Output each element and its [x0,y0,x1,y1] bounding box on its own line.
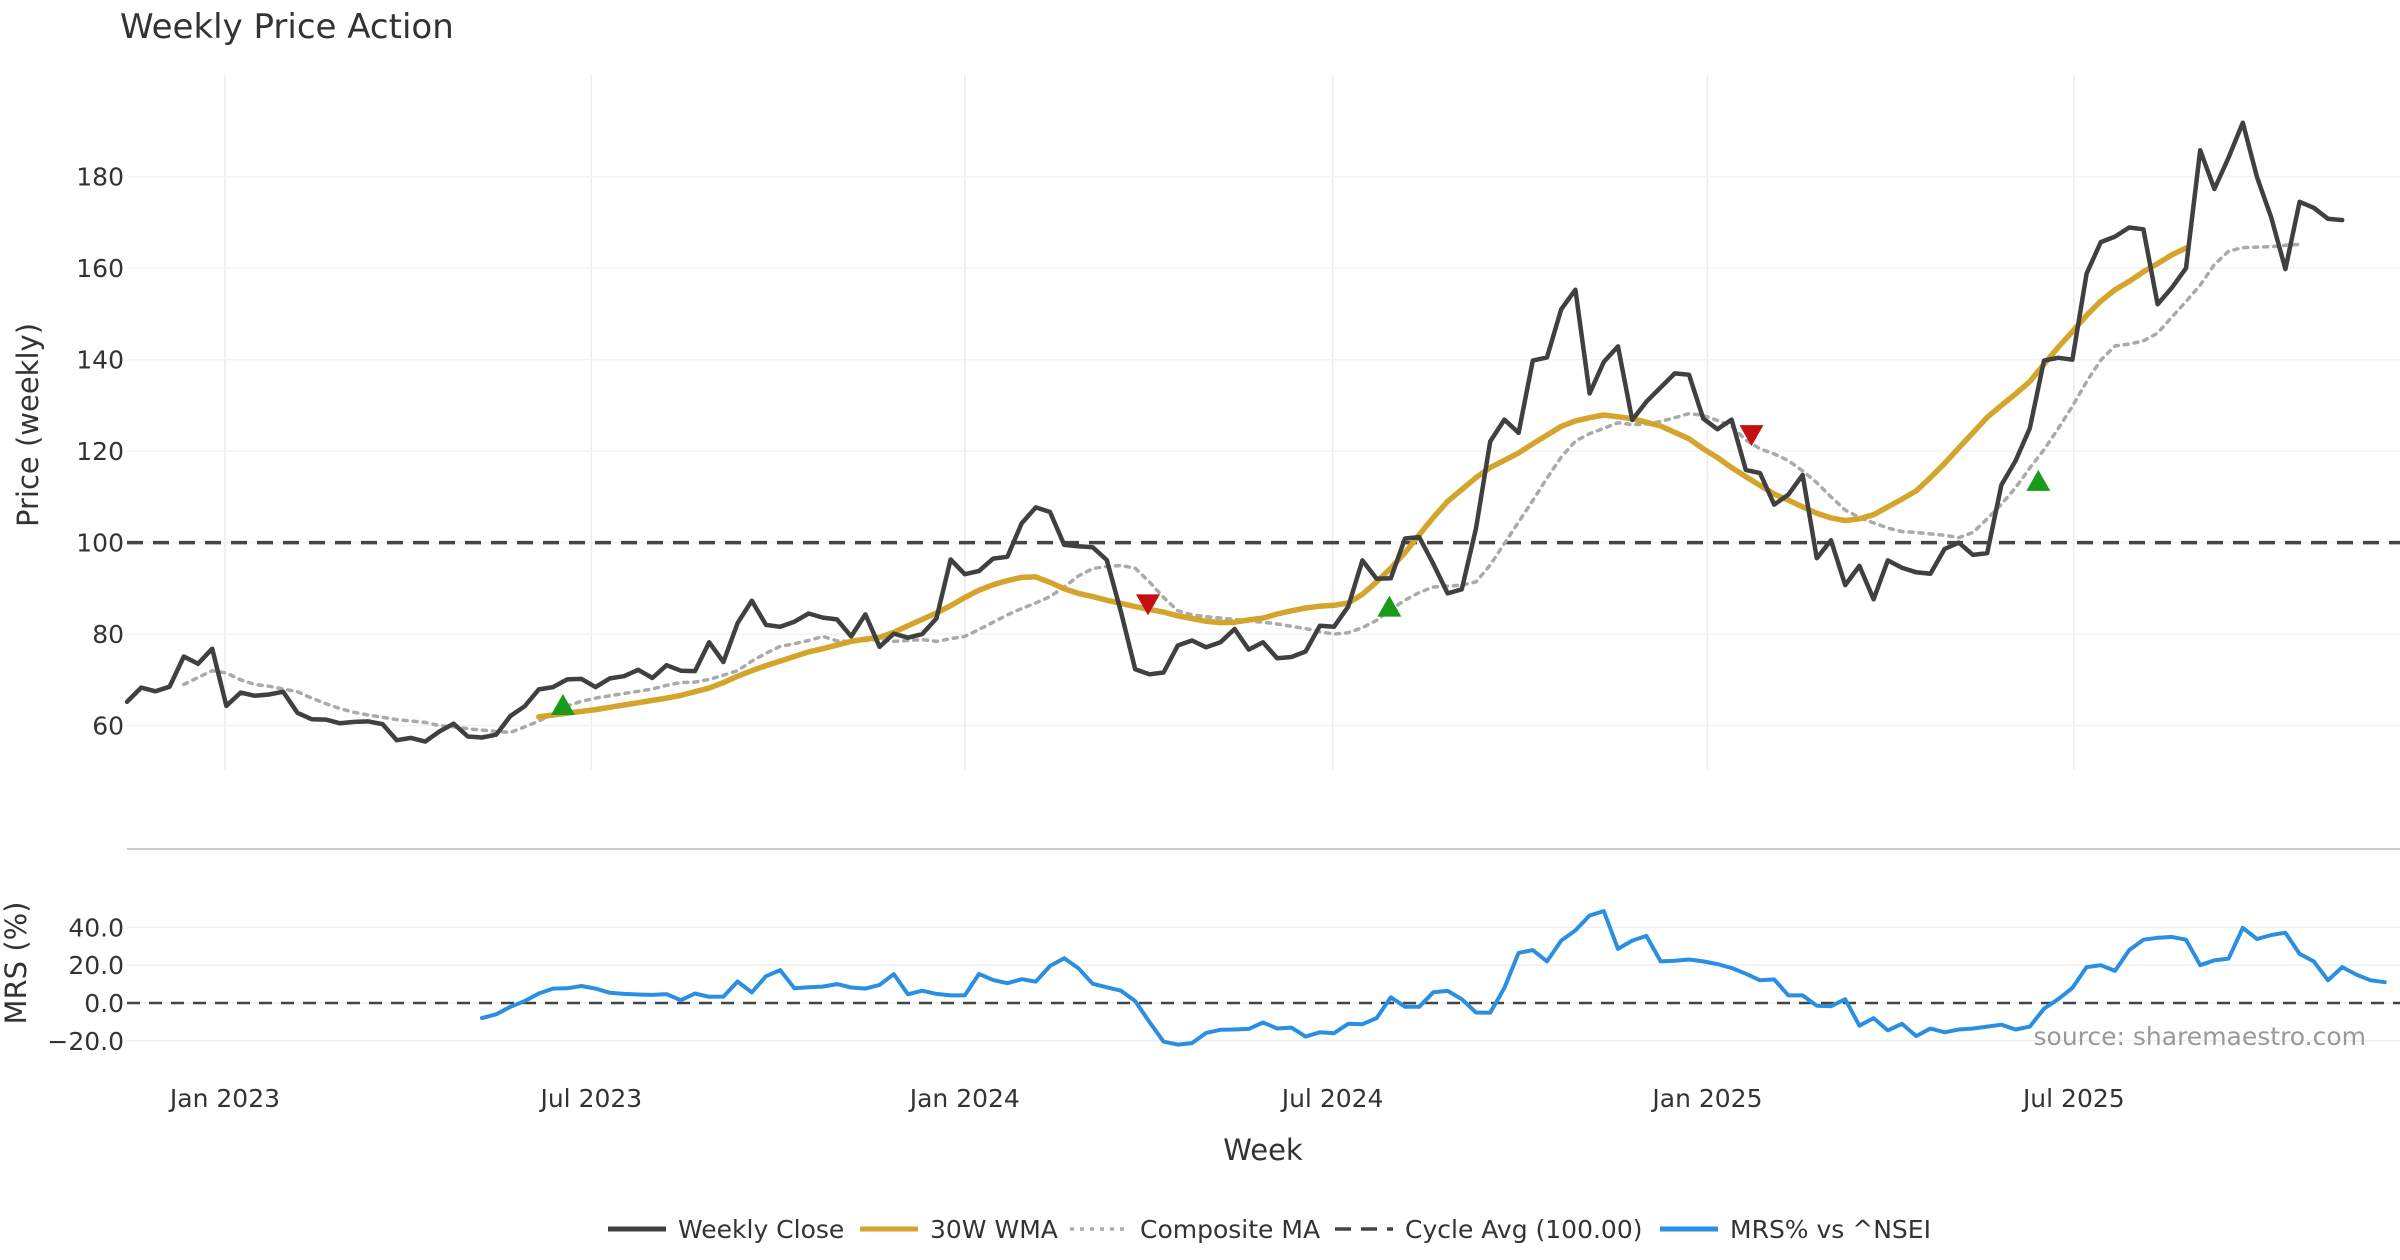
mrs-y-axis-label: MRS (%) [0,902,33,1025]
legend-label-3: Cycle Avg (100.00) [1405,1215,1643,1244]
price-ytick-120: 120 [76,437,124,466]
legend-entry-1: 30W WMA [860,1215,1058,1244]
chart-title: Weekly Price Action [120,7,454,47]
x-tick-1: Jul 2023 [538,1084,642,1113]
composite-ma-line [182,242,2302,735]
price-ytick-180: 180 [76,163,124,192]
price-gridlines [127,75,2400,770]
x-tick-4: Jan 2025 [1650,1084,1762,1113]
mrs-ytick-0: −20.0 [47,1027,124,1056]
price-y-tick-labels: 60 80 100 120 140 160 180 [76,163,124,741]
buy-signal-marker-4 [2026,469,2051,491]
legend-label-4: MRS% vs ^NSEI [1730,1215,1931,1244]
price-series-group [124,120,2400,744]
buy-signal-marker-2 [1377,595,1402,617]
price-ytick-80: 80 [92,620,124,649]
mrs-ytick-2: 20.0 [68,951,124,980]
x-tick-3: Jul 2024 [1280,1084,1384,1113]
legend-label-0: Weekly Close [678,1215,844,1244]
x-tick-5: Jul 2025 [2021,1084,2125,1113]
x-tick-0: Jan 2023 [168,1084,280,1113]
legend-entry-4: MRS% vs ^NSEI [1660,1215,1931,1244]
legend-entry-2: Composite MA [1070,1215,1320,1244]
price-ytick-140: 140 [76,346,124,375]
x-tick-labels: Jan 2023 Jul 2023 Jan 2024 Jul 2024 Jan 2025… [168,1084,2125,1113]
mrs-ytick-1: 0.0 [84,989,124,1018]
source-annotation: source: sharemaestro.com [2034,1022,2367,1051]
legend-entry-0: Weekly Close [608,1215,844,1244]
buy-signal-marker-0 [550,693,575,715]
weekly-close-line [124,120,2345,744]
price-ytick-160: 160 [76,254,124,283]
mrs-y-tick-labels: −20.0 0.0 20.0 40.0 [47,913,124,1055]
sell-signal-marker-1 [1135,594,1160,616]
x-tick-2: Jan 2024 [908,1084,1020,1113]
price-ytick-60: 60 [92,712,124,741]
wma-30w-line [536,245,2189,720]
sell-signal-marker-3 [1739,425,1764,447]
price-ytick-100: 100 [76,529,124,558]
legend-label-1: 30W WMA [930,1215,1058,1244]
mrs-ytick-3: 40.0 [68,913,124,942]
legend-entry-3: Cycle Avg (100.00) [1335,1215,1643,1244]
x-axis-label: Week [1223,1133,1303,1167]
price-y-axis-label: Price (weekly) [11,323,45,527]
legend-label-2: Composite MA [1140,1215,1320,1244]
mrs-series-group [127,909,2400,1047]
chart-legend: Weekly Close 30W WMA Composite MA Cycle Avg… [608,1215,1931,1244]
mrs-line [480,909,2387,1047]
signal-markers [550,425,2051,715]
